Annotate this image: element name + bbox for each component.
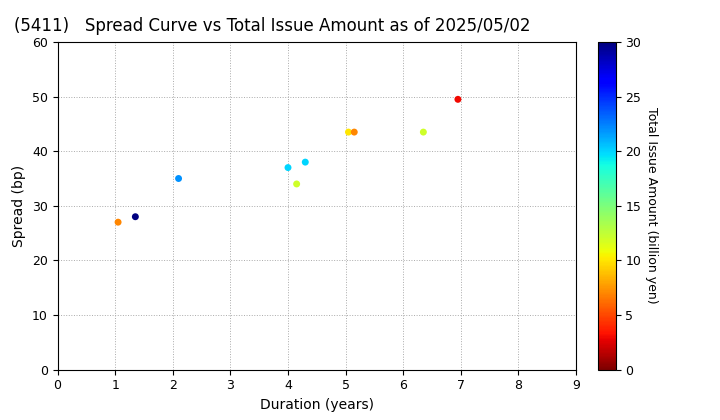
Point xyxy=(452,96,464,103)
Point xyxy=(282,164,294,171)
Y-axis label: Total Issue Amount (billion yen): Total Issue Amount (billion yen) xyxy=(645,108,658,304)
Point xyxy=(300,159,311,165)
Point xyxy=(112,219,124,226)
Point xyxy=(130,213,141,220)
Point xyxy=(348,129,360,135)
Point xyxy=(418,129,429,135)
Point xyxy=(343,129,354,135)
Point xyxy=(291,181,302,187)
Y-axis label: Spread (bp): Spread (bp) xyxy=(12,165,27,247)
X-axis label: Duration (years): Duration (years) xyxy=(260,398,374,412)
Point xyxy=(173,175,184,182)
Text: (5411)   Spread Curve vs Total Issue Amount as of 2025/05/02: (5411) Spread Curve vs Total Issue Amoun… xyxy=(14,17,531,35)
